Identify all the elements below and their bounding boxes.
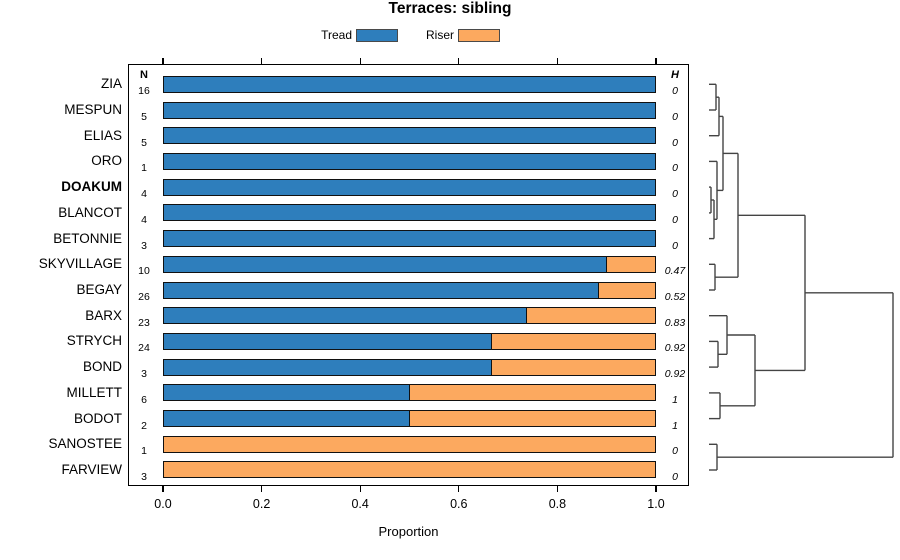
axis-tick-label: 0.2 bbox=[252, 497, 271, 511]
axis-tick-label: 0.0 bbox=[154, 497, 172, 511]
legend-label-tread: Tread bbox=[321, 28, 352, 42]
row-label: BARX bbox=[85, 307, 122, 323]
row-label: DOAKUM bbox=[61, 179, 122, 195]
n-value: 1 bbox=[141, 162, 147, 175]
h-value: 1 bbox=[672, 393, 678, 406]
h-value: 0.83 bbox=[664, 316, 686, 329]
h-value: 1 bbox=[672, 419, 678, 432]
bar-segment-tread bbox=[163, 230, 656, 248]
bar-segment-tread bbox=[163, 152, 656, 170]
bar-segment-riser bbox=[408, 384, 656, 402]
h-value: 0 bbox=[672, 111, 678, 123]
h-value: 0.92 bbox=[664, 368, 686, 381]
bar-segment-tread bbox=[163, 75, 656, 93]
row-label: BEGAY bbox=[76, 282, 122, 297]
axis-tick-bottom bbox=[260, 486, 263, 492]
bar-segment-tread bbox=[163, 101, 656, 119]
n-value: 4 bbox=[141, 213, 147, 226]
legend-label-riser: Riser bbox=[425, 28, 454, 42]
n-value: 26 bbox=[138, 291, 150, 303]
h-value: 0 bbox=[672, 188, 678, 201]
plot-box bbox=[128, 64, 689, 486]
row-label: STRYCH bbox=[66, 333, 122, 349]
row-label: SKYVILLAGE bbox=[38, 256, 122, 272]
row-label: MILLETT bbox=[66, 384, 122, 400]
n-value: 4 bbox=[141, 188, 147, 201]
h-value: 0 bbox=[672, 470, 678, 483]
row-label: BETONNIE bbox=[53, 230, 122, 246]
axis-tick-bottom bbox=[162, 486, 164, 492]
legend-swatch-tread bbox=[356, 29, 398, 42]
n-value: 10 bbox=[138, 265, 150, 278]
x-axis-title: Proportion bbox=[378, 524, 439, 539]
bar-segment-riser bbox=[605, 255, 656, 273]
h-value: 0 bbox=[672, 85, 678, 98]
n-value: 24 bbox=[138, 342, 150, 355]
bar-segment-tread bbox=[163, 178, 656, 196]
row-label: SANOSTEE bbox=[48, 436, 122, 452]
h-value: 0 bbox=[672, 213, 678, 226]
bar-segment-tread bbox=[163, 384, 410, 402]
n-value: 1 bbox=[141, 445, 147, 458]
bar-segment-tread bbox=[163, 127, 656, 145]
h-value: 0 bbox=[672, 162, 678, 175]
axis-tick-top bbox=[260, 58, 263, 64]
axis-tick-label: 1.0 bbox=[647, 497, 665, 511]
row-label: BOND bbox=[82, 359, 122, 375]
axis-tick-top bbox=[359, 58, 361, 64]
row-label: ZIA bbox=[100, 76, 122, 92]
n-value: 2 bbox=[141, 419, 147, 432]
h-value: 0 bbox=[672, 239, 678, 252]
axis-tick-top bbox=[655, 58, 657, 64]
n-value: 5 bbox=[141, 136, 147, 149]
n-value: 5 bbox=[141, 111, 147, 123]
bar-segment-tread bbox=[163, 410, 410, 428]
h-value: 0 bbox=[672, 136, 678, 149]
axis-tick-label: 0.8 bbox=[548, 497, 567, 511]
row-label: BLANCOT bbox=[58, 204, 122, 220]
bar-segment-riser bbox=[490, 332, 656, 350]
h-value: 0.92 bbox=[664, 342, 686, 355]
n-value: 3 bbox=[141, 470, 147, 483]
axis-tick-bottom bbox=[359, 486, 361, 492]
h-value: 0 bbox=[672, 445, 678, 458]
axis-tick-top bbox=[162, 58, 164, 64]
bar-segment-tread bbox=[163, 255, 607, 273]
row-label: ORO bbox=[91, 153, 122, 169]
legend-swatch-riser bbox=[458, 29, 500, 42]
axis-tick-bottom bbox=[655, 486, 657, 492]
n-value: 3 bbox=[141, 368, 147, 381]
axis-tick-top bbox=[458, 58, 460, 64]
n-column-header: N bbox=[140, 69, 148, 81]
chart-title: Terraces: sibling bbox=[388, 0, 512, 17]
n-value: 23 bbox=[138, 316, 150, 329]
bar-segment-riser bbox=[490, 358, 656, 376]
row-label: MESPUN bbox=[64, 102, 122, 117]
bar-segment-riser bbox=[163, 435, 656, 453]
bar-segment-tread bbox=[163, 332, 492, 350]
axis-tick-top bbox=[556, 58, 559, 64]
axis-tick-bottom bbox=[458, 486, 460, 492]
axis-tick-bottom bbox=[556, 486, 559, 492]
axis-tick-label: 0.4 bbox=[351, 497, 369, 511]
bar-segment-riser bbox=[163, 461, 656, 479]
row-label: BODOT bbox=[73, 410, 122, 426]
bar-segment-riser bbox=[526, 307, 656, 325]
n-value: 6 bbox=[141, 393, 147, 406]
row-label: FARVIEW bbox=[61, 461, 122, 477]
row-label: ELIAS bbox=[83, 127, 122, 143]
bar-segment-tread bbox=[163, 281, 600, 299]
bar-segment-riser bbox=[408, 410, 656, 428]
h-column-header: H bbox=[671, 69, 679, 81]
bar-segment-riser bbox=[598, 281, 656, 299]
n-value: 16 bbox=[138, 85, 150, 98]
axis-tick-label: 0.6 bbox=[450, 497, 468, 511]
bar-segment-tread bbox=[163, 358, 492, 376]
bar-segment-tread bbox=[163, 307, 528, 325]
h-value: 0.52 bbox=[664, 291, 686, 303]
bar-segment-tread bbox=[163, 204, 656, 222]
h-value: 0.47 bbox=[664, 265, 686, 278]
n-value: 3 bbox=[141, 239, 147, 252]
